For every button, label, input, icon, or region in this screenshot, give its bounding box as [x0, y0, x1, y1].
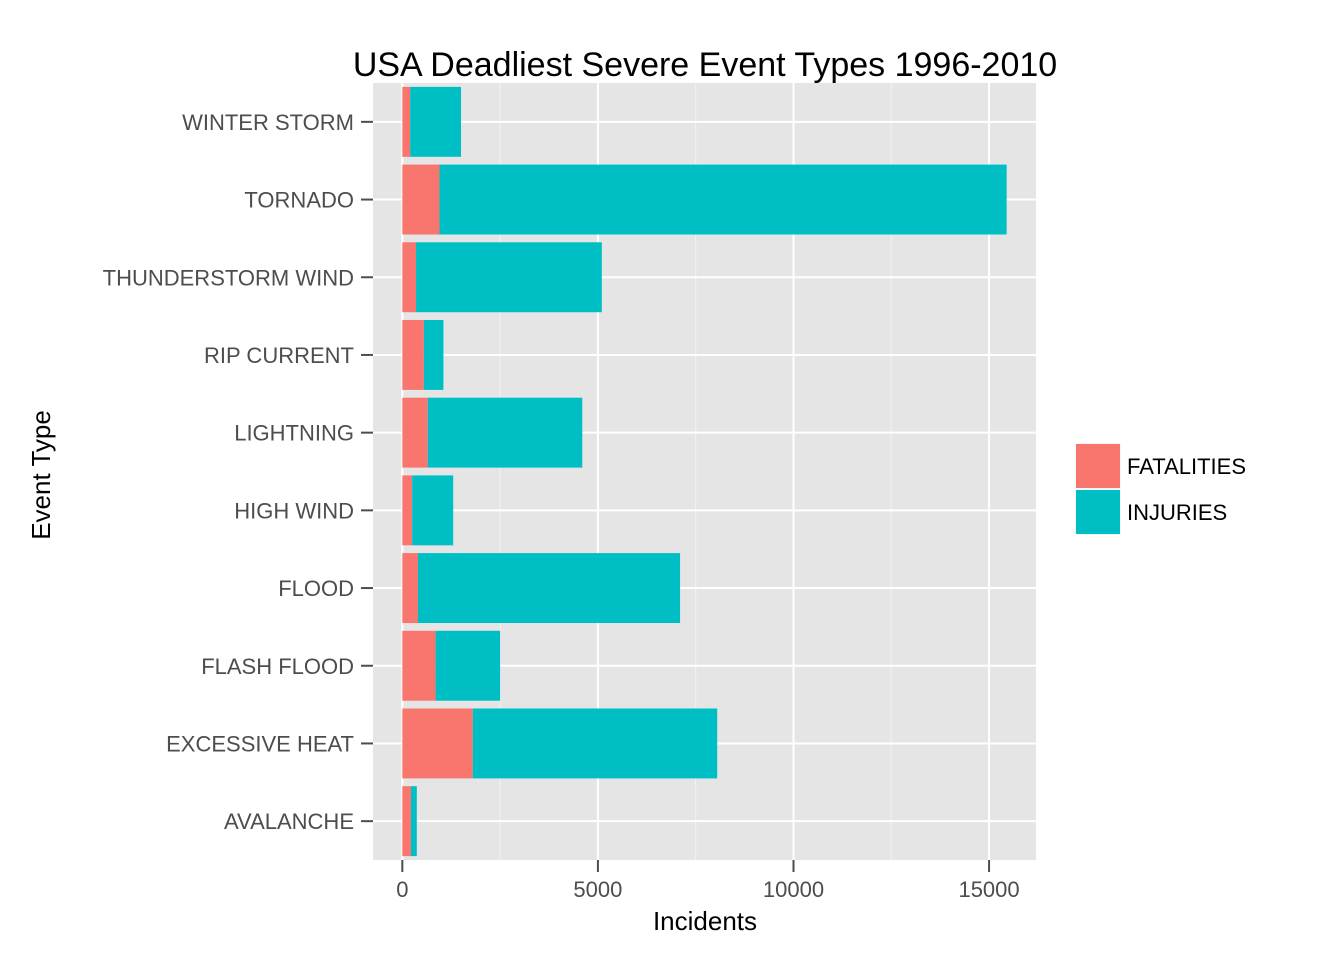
y-tick-label: LIGHTNING: [234, 421, 354, 446]
bar-injuries: [416, 242, 602, 313]
y-tick-label: FLOOD: [278, 576, 354, 601]
y-tick-label: AVALANCHE: [224, 809, 354, 834]
bar-injuries: [427, 397, 583, 468]
bar-injuries: [435, 630, 501, 701]
bar-fatalities: [402, 319, 424, 390]
bar-injuries: [410, 786, 417, 857]
y-axis-title: Event Type: [26, 410, 56, 540]
bar-fatalities: [402, 708, 473, 779]
x-tick-label: 0: [396, 877, 408, 902]
legend: FATALITIES INJURIES: [1074, 442, 1246, 536]
y-tick-label: FLASH FLOOD: [201, 654, 354, 679]
bar-injuries: [412, 475, 454, 546]
bar-fatalities: [402, 786, 411, 857]
bar-injuries: [410, 86, 462, 157]
y-tick-label: THUNDERSTORM WIND: [103, 265, 354, 290]
y-tick-label: EXCESSIVE HEAT: [166, 731, 354, 756]
x-tick-label: 5000: [573, 877, 622, 902]
legend-swatch: [1076, 444, 1120, 488]
bar-injuries: [417, 553, 681, 624]
x-tick-label: 10000: [763, 877, 824, 902]
plot-area: [373, 83, 1036, 860]
bar-fatalities: [402, 630, 436, 701]
y-tick-label: HIGH WIND: [234, 498, 354, 523]
bar-injuries: [472, 708, 718, 779]
bar-fatalities: [402, 242, 417, 313]
x-axis-title: Incidents: [653, 906, 757, 936]
x-axis: 0 5000 10000 15000: [396, 860, 1020, 902]
bar-injuries: [439, 164, 1007, 235]
bar-fatalities: [402, 164, 440, 235]
bar-fatalities: [402, 553, 418, 624]
y-axis: AVALANCHE EXCESSIVE HEAT FLASH FLOOD FLOOD H…: [103, 110, 373, 834]
y-tick-label: WINTER STORM: [182, 110, 354, 135]
x-tick-label: 15000: [958, 877, 1019, 902]
bar-fatalities: [402, 397, 428, 468]
y-tick-label: RIP CURRENT: [204, 343, 354, 368]
bar-injuries: [423, 319, 444, 390]
legend-label: INJURIES: [1127, 500, 1227, 525]
bar-fatalities: [402, 475, 413, 546]
bar-fatalities: [402, 86, 411, 157]
y-tick-label: TORNADO: [244, 188, 354, 213]
legend-swatch: [1076, 490, 1120, 534]
chart-title: USA Deadliest Severe Event Types 1996-20…: [353, 46, 1057, 84]
legend-label: FATALITIES: [1127, 454, 1246, 479]
